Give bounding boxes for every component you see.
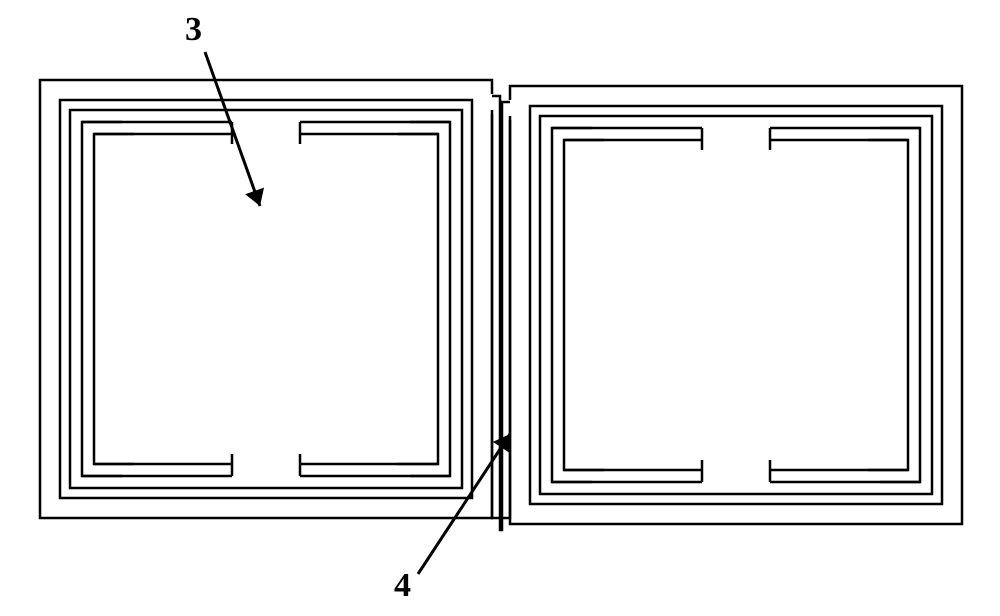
label-3: 3: [185, 11, 202, 48]
label-4: 4: [394, 567, 411, 604]
